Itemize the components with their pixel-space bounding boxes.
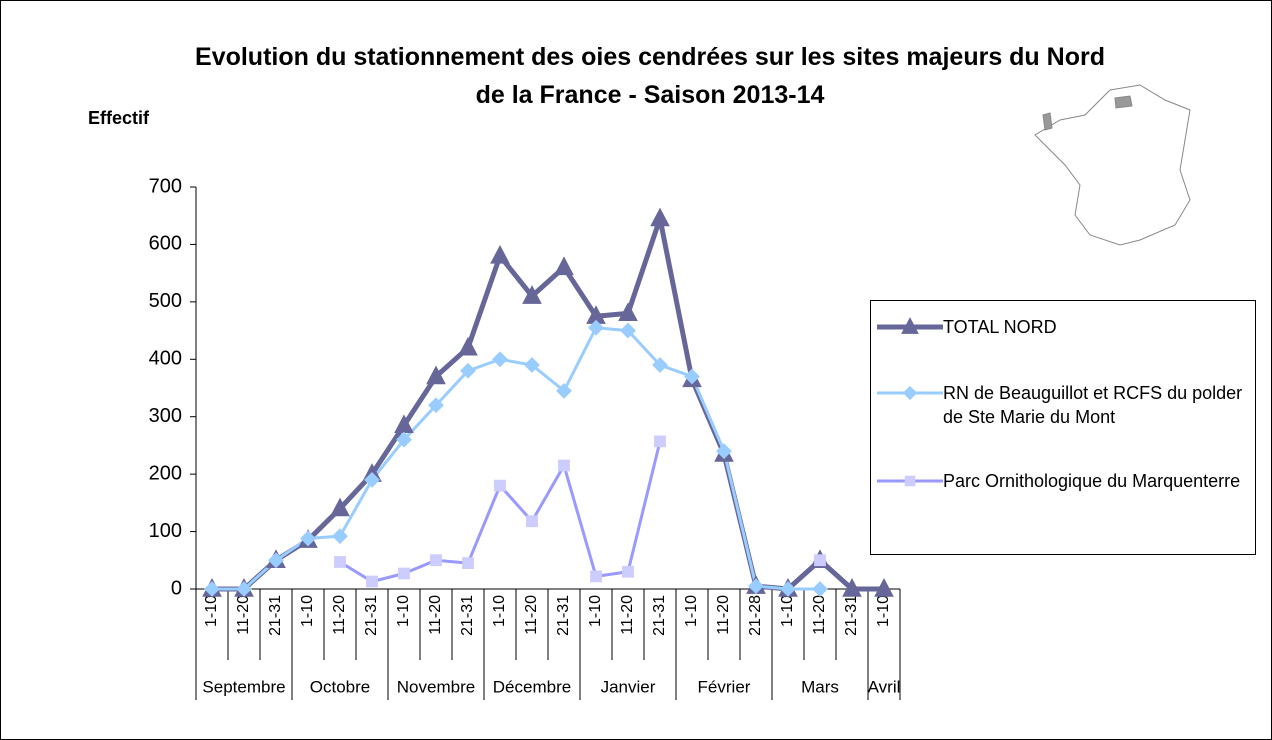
data-point <box>330 497 350 517</box>
data-point <box>684 368 700 385</box>
data-point <box>490 244 510 264</box>
data-point <box>334 556 346 568</box>
group-label: Septembre <box>202 677 285 696</box>
data-point <box>492 351 508 368</box>
data-point <box>396 431 412 448</box>
y-tick-label: 600 <box>149 233 182 255</box>
y-tick-label: 500 <box>149 290 182 312</box>
x-tick-label: 11-20 <box>235 595 252 635</box>
x-tick-label: 21-31 <box>843 595 860 636</box>
legend-label: RN de Beauguillot et RCFS du polder de S… <box>943 383 1243 427</box>
series-line <box>212 216 884 592</box>
data-point <box>654 435 666 448</box>
x-tick-label: 21-31 <box>267 595 284 636</box>
y-tick-label: 700 <box>149 175 182 197</box>
group-label: Avril <box>868 677 901 696</box>
data-point <box>236 581 252 597</box>
x-tick-label: 21-28 <box>747 595 764 636</box>
data-point <box>650 207 670 227</box>
group-label: Février <box>698 677 751 696</box>
data-point <box>526 515 538 528</box>
data-point <box>620 322 636 339</box>
data-point <box>874 578 894 597</box>
legend-label: Parc Ornithologique du Marquenterre <box>943 471 1241 491</box>
x-tick-label: 1-10 <box>395 595 412 627</box>
data-point <box>300 530 316 547</box>
data-point <box>842 578 862 597</box>
data-point <box>588 319 604 336</box>
x-tick-label: 21-31 <box>363 595 380 636</box>
data-point <box>814 554 826 567</box>
data-point <box>426 365 446 385</box>
data-point <box>652 357 668 373</box>
y-tick-label: 200 <box>149 462 182 484</box>
data-point <box>460 362 476 379</box>
legend-marker <box>901 317 919 334</box>
group-label: Décembre <box>493 677 571 696</box>
data-point <box>524 357 540 373</box>
data-point <box>590 570 602 583</box>
x-tick-label: 1-10 <box>299 595 316 627</box>
data-point <box>364 471 380 488</box>
data-point <box>268 552 284 569</box>
chart-title: Evolution du stationnement des oies cend… <box>195 43 1105 109</box>
data-point <box>622 565 634 578</box>
data-point <box>494 479 506 492</box>
data-point <box>204 581 220 597</box>
data-point <box>558 459 570 472</box>
data-point <box>716 443 732 460</box>
y-tick-label: 100 <box>149 520 182 542</box>
group-label: Octobre <box>310 677 370 696</box>
x-tick-label: 1-10 <box>875 595 892 627</box>
x-tick-label: 1-10 <box>587 595 604 627</box>
group-label: Novembre <box>397 677 475 696</box>
france-map <box>1034 84 1191 246</box>
legend-marker <box>904 475 916 487</box>
data-point <box>462 557 474 570</box>
x-tick-label: 11-20 <box>619 595 636 635</box>
data-point <box>556 382 572 399</box>
x-tick-label: 11-20 <box>811 595 828 635</box>
x-tick-label: 21-31 <box>651 595 668 636</box>
x-tick-label: 21-31 <box>555 595 572 636</box>
x-tick-label: 1-10 <box>491 595 508 627</box>
y-axis-label: Effectif <box>88 108 150 128</box>
data-point <box>458 336 478 356</box>
legend: TOTAL NORD RN de Beauguillot et RCFS du p… <box>870 300 1256 555</box>
y-tick-label: 0 <box>171 577 182 599</box>
data-point <box>554 256 574 276</box>
x-tick-label: 11-20 <box>523 595 540 635</box>
data-point <box>430 554 442 567</box>
legend-swatch <box>877 385 943 401</box>
data-point <box>812 581 828 597</box>
x-tick-label: 11-20 <box>427 595 444 635</box>
x-tick-label: 1-10 <box>683 595 700 627</box>
data-point <box>398 567 410 580</box>
legend-marker <box>902 385 918 401</box>
x-tick-label: 11-20 <box>715 595 732 635</box>
data-point <box>780 581 796 597</box>
y-tick-label: 400 <box>149 348 182 370</box>
data-point <box>366 575 378 588</box>
data-point <box>748 578 764 595</box>
group-label: Mars <box>801 677 839 696</box>
data-point <box>332 528 348 545</box>
x-tick-label: 21-31 <box>459 595 476 636</box>
y-tick-label: 300 <box>149 405 182 427</box>
data-point <box>618 302 638 322</box>
x-tick-label: 1-10 <box>779 595 796 627</box>
data-point <box>522 285 542 304</box>
legend-label: TOTAL NORD <box>943 317 1057 337</box>
legend-swatch <box>877 317 943 334</box>
group-label: Janvier <box>601 677 656 696</box>
x-tick-label: 11-20 <box>331 595 348 635</box>
x-tick-label: 1-10 <box>203 595 220 627</box>
legend-swatch <box>877 475 943 487</box>
data-point <box>428 397 444 414</box>
